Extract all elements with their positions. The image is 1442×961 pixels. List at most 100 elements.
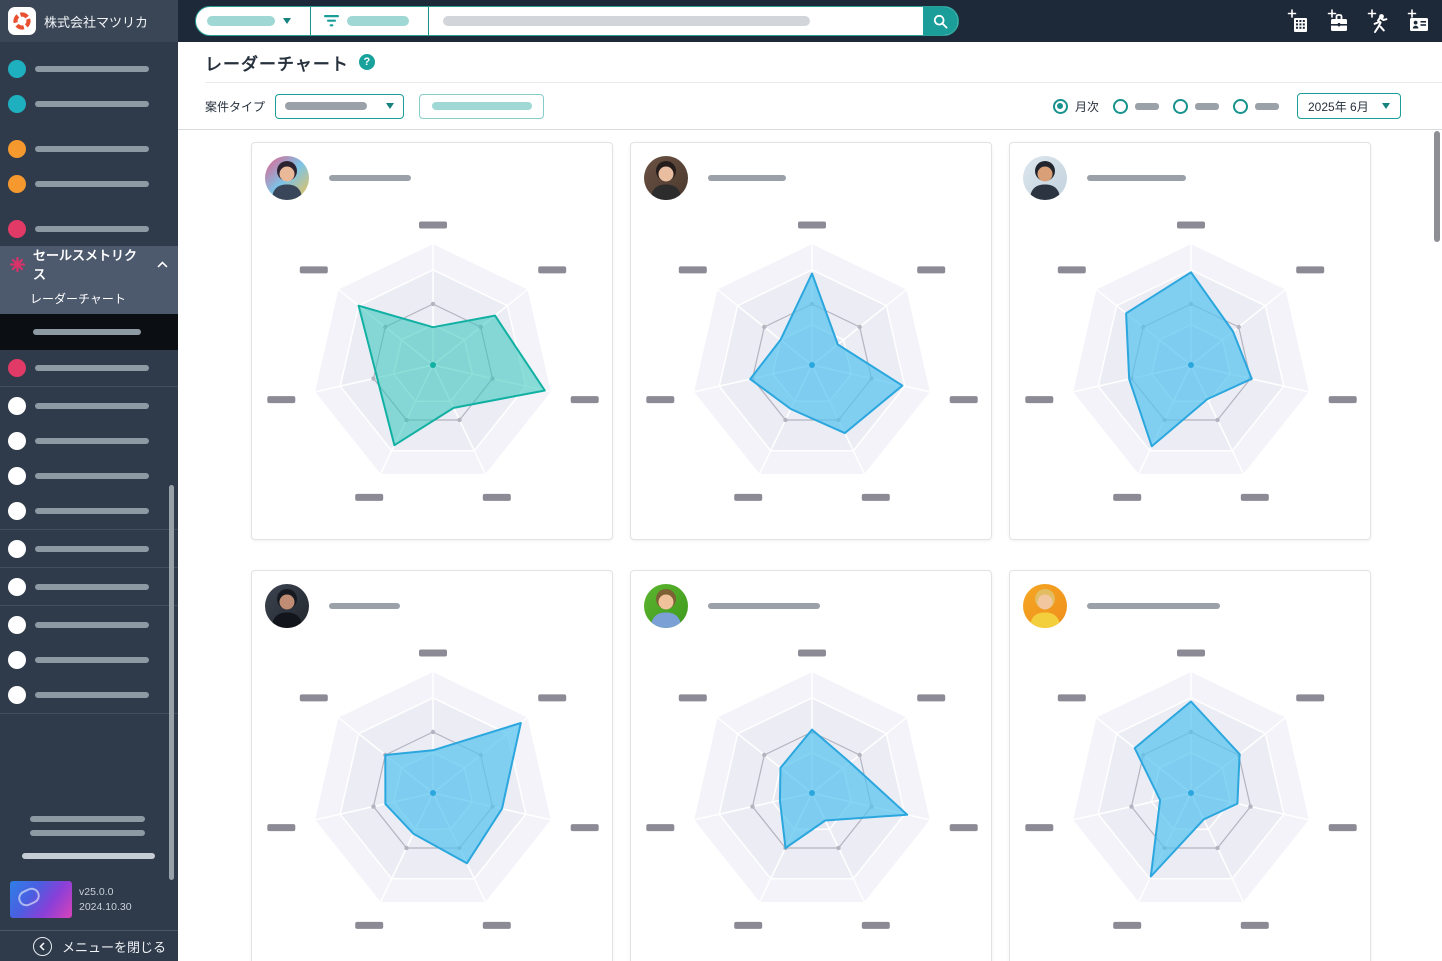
axis-label-redacted — [267, 396, 296, 404]
menu-item-icon — [8, 615, 26, 634]
radar-chart-area — [252, 201, 614, 539]
version-info: v25.0.0 2024.10.30 — [79, 885, 132, 915]
search-filter-button[interactable] — [311, 7, 429, 35]
menu-item-icon — [8, 501, 26, 520]
footer-redacted-line — [30, 816, 145, 822]
menu-item-icon — [8, 358, 26, 377]
person-radar-card-5 — [630, 570, 992, 961]
search-input[interactable] — [429, 7, 923, 35]
chevron-down-icon — [283, 18, 291, 24]
radio-label: 月次 — [1074, 99, 1099, 114]
case-type-select[interactable] — [275, 93, 405, 119]
sidebar-item[interactable] — [0, 423, 178, 458]
period-radio-redacted-1[interactable] — [1113, 98, 1159, 114]
axis-label-redacted — [299, 694, 328, 702]
axis-label-redacted — [917, 266, 946, 274]
page-header: レーダーチャート ? — [178, 42, 1442, 82]
menu-item-redacted-label — [35, 621, 149, 628]
axis-label-redacted — [949, 396, 978, 404]
sidebar-item[interactable] — [0, 493, 178, 528]
period-radio-月次[interactable]: 月次 — [1052, 98, 1099, 115]
person-radar-card-2 — [630, 142, 992, 540]
axis-label-redacted — [267, 824, 296, 832]
sidebar-item[interactable] — [0, 607, 178, 642]
search-button[interactable] — [923, 7, 958, 35]
add-company-icon[interactable] — [1287, 9, 1310, 34]
sidebar-item[interactable] — [0, 569, 178, 604]
sidebar-item[interactable] — [0, 531, 178, 566]
sales-metrics-group-header[interactable]: セールスメトリクス — [0, 246, 178, 282]
card-header — [631, 571, 991, 628]
sidebar-item[interactable] — [0, 86, 178, 121]
secondary-filter-button[interactable] — [419, 93, 545, 119]
radio-icon — [1233, 98, 1248, 114]
person-name-redacted — [1087, 175, 1186, 181]
menu-item-icon — [8, 685, 26, 704]
menu-item-redacted-label — [35, 583, 149, 590]
search-scope-select[interactable] — [196, 7, 311, 35]
sidebar-item[interactable] — [0, 211, 178, 246]
sidebar-item-active-redacted[interactable] — [0, 314, 178, 350]
menu-item-redacted-label — [35, 472, 149, 479]
search-query-redacted — [443, 16, 810, 26]
company-name: 株式会社マツリカ — [44, 14, 149, 30]
menu-item-redacted-label — [35, 402, 149, 409]
sidebar-scrollbar-thumb[interactable] — [169, 485, 174, 880]
menu-item-icon — [8, 396, 26, 415]
sidebar-item[interactable] — [0, 388, 178, 423]
axis-label-redacted — [1025, 396, 1054, 404]
menu-item-icon — [8, 577, 26, 596]
menu-item-redacted-label — [35, 180, 149, 187]
menu-item-icon — [8, 650, 26, 669]
period-radio-redacted-2[interactable] — [1173, 98, 1219, 114]
menu-item-icon — [8, 139, 26, 158]
menu-item-redacted-label — [35, 100, 149, 107]
axis-label-redacted — [1177, 649, 1205, 657]
month-select-value: 2025年 6月 — [1308, 99, 1369, 114]
axis-label-redacted — [1057, 694, 1086, 702]
add-deal-icon[interactable] — [1327, 9, 1350, 34]
sidebar-item-radar-chart[interactable]: レーダーチャート — [30, 291, 126, 306]
version-date: 2024.10.30 — [79, 900, 132, 913]
main-scrollbar-thumb[interactable] — [1434, 131, 1440, 242]
person-name-redacted — [1087, 603, 1220, 609]
sidebar-item[interactable] — [0, 458, 178, 493]
sidebar-item[interactable] — [0, 166, 178, 201]
add-action-icon[interactable] — [1367, 9, 1390, 34]
search-icon — [933, 14, 948, 29]
help-icon[interactable]: ? — [358, 54, 375, 70]
close-menu-button[interactable]: メニューを閉じる — [0, 930, 178, 961]
card-header — [1010, 143, 1370, 200]
person-radar-card-6 — [1009, 570, 1371, 961]
axis-label-redacted — [538, 266, 567, 274]
radio-icon — [1052, 98, 1068, 114]
person-name-redacted — [329, 175, 411, 181]
sidebar-item[interactable] — [0, 131, 178, 166]
axis-label-redacted — [678, 694, 707, 702]
radar-chart-area — [252, 629, 614, 961]
sidebar-item[interactable] — [0, 51, 178, 86]
axis-label-redacted — [538, 694, 567, 702]
period-radio-redacted-3[interactable] — [1233, 98, 1279, 114]
menu-item-icon — [8, 539, 26, 558]
sidebar-item[interactable] — [0, 350, 178, 385]
sidebar-item[interactable] — [0, 677, 178, 712]
menu-item-icon — [8, 466, 26, 485]
month-select[interactable]: 2025年 6月 — [1297, 93, 1401, 119]
sidebar: 株式会社マツリカ セールスメトリクスレーダーチャート v25.0.0 2024.… — [0, 0, 178, 961]
nav-divider — [0, 713, 178, 714]
axis-label-redacted — [646, 396, 675, 404]
release-thumbnail[interactable] — [10, 881, 72, 918]
person-radar-card-4 — [251, 570, 613, 961]
radar-chart — [267, 221, 599, 501]
footer-redacted-line — [22, 853, 155, 859]
axis-label-redacted — [1113, 921, 1142, 929]
axis-label-redacted — [1328, 824, 1357, 832]
radar-chart — [1025, 649, 1357, 929]
add-contact-icon[interactable] — [1407, 9, 1430, 34]
case-type-label: 案件タイプ — [205, 99, 266, 114]
axis-label-redacted — [678, 266, 707, 274]
radar-chart — [646, 649, 978, 929]
axis-label-redacted — [1177, 221, 1205, 229]
sidebar-item[interactable] — [0, 642, 178, 677]
